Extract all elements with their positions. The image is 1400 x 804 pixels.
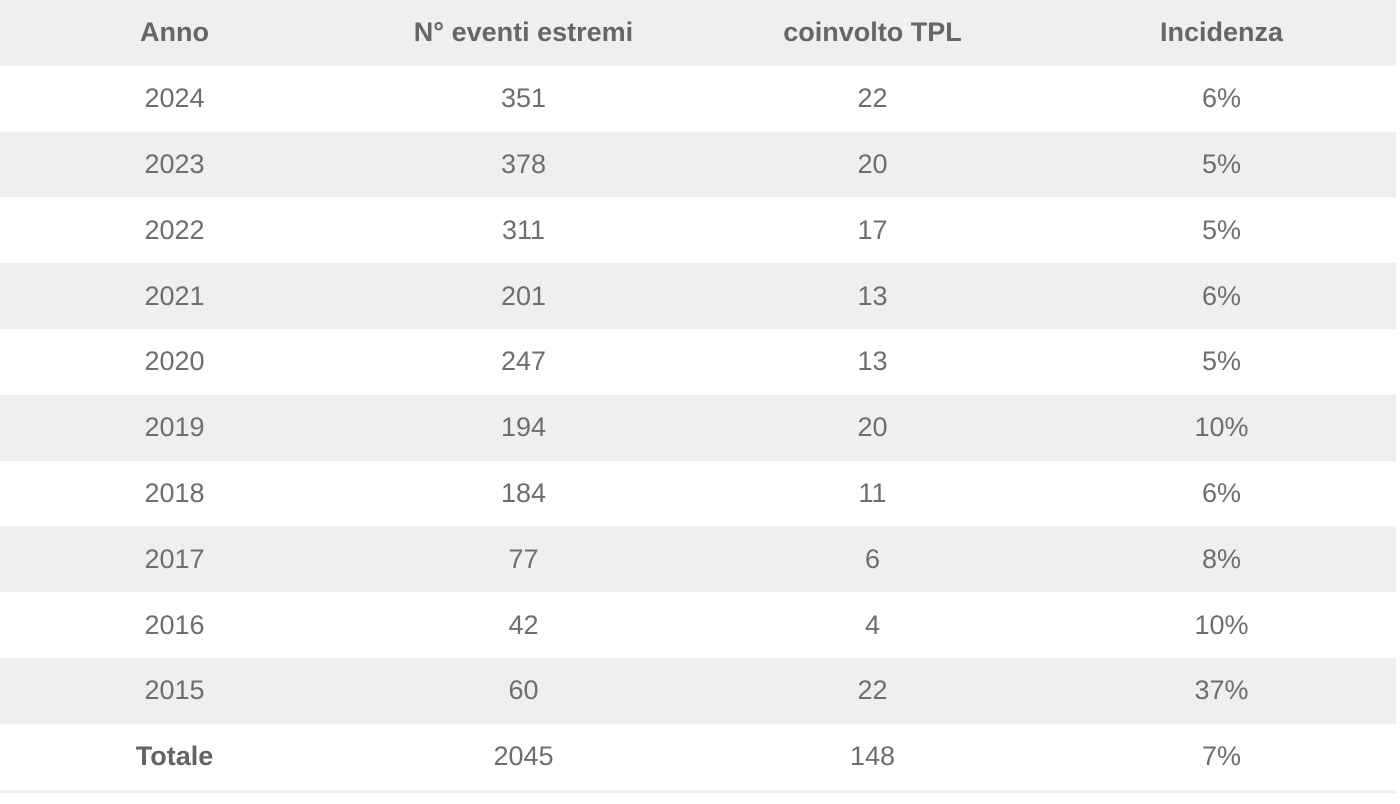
column-header-incidenza: Incidenza [1047,0,1396,66]
tpl-cell: 6 [698,526,1047,593]
incidence-cell: 6% [1047,460,1396,527]
table-row: 2022 311 17 5% [0,197,1396,264]
year-cell: 2024 [0,65,349,132]
events-cell: 77 [349,526,698,593]
table-footer: Totale 2045 148 7% [0,723,1396,790]
table-row: 2020 247 13 5% [0,328,1396,395]
table-body: 2024 351 22 6% 2023 378 20 5% 2022 311 17 5% 2021 201… [0,65,1396,724]
total-tpl-cell: 148 [698,723,1047,790]
events-cell: 311 [349,197,698,264]
events-cell: 184 [349,460,698,527]
events-cell: 194 [349,394,698,461]
extreme-events-table: Anno N° eventi estremi coinvolto TPL Inc… [0,0,1396,790]
table-row: 2017 77 6 8% [0,526,1396,593]
total-events-cell: 2045 [349,723,698,790]
tpl-cell: 11 [698,460,1047,527]
header-row: Anno N° eventi estremi coinvolto TPL Inc… [0,0,1396,66]
tpl-cell: 13 [698,263,1047,329]
events-cell: 201 [349,263,698,329]
events-cell: 378 [349,131,698,198]
table-row: 2021 201 13 6% [0,263,1396,329]
year-cell: 2017 [0,526,349,593]
incidence-cell: 5% [1047,328,1396,395]
tpl-cell: 22 [698,65,1047,132]
total-incidence-cell: 7% [1047,723,1396,790]
year-cell: 2015 [0,657,349,724]
year-cell: 2023 [0,131,349,198]
column-header-coinvolto-tpl: coinvolto TPL [698,0,1047,66]
table-row: 2018 184 11 6% [0,460,1396,527]
tpl-cell: 22 [698,657,1047,724]
events-cell: 60 [349,657,698,724]
year-cell: 2021 [0,263,349,329]
table-row: 2024 351 22 6% [0,65,1396,132]
table-row: 2015 60 22 37% [0,657,1396,724]
table-row: 2019 194 20 10% [0,394,1396,461]
events-cell: 42 [349,592,698,658]
total-label-cell: Totale [0,723,349,790]
incidence-cell: 10% [1047,592,1396,658]
incidence-cell: 37% [1047,657,1396,724]
table-bottom-rule [0,789,1396,793]
year-cell: 2019 [0,394,349,461]
incidence-cell: 5% [1047,197,1396,264]
events-cell: 247 [349,328,698,395]
events-cell: 351 [349,65,698,132]
year-cell: 2016 [0,592,349,658]
table-header: Anno N° eventi estremi coinvolto TPL Inc… [0,0,1396,66]
year-cell: 2022 [0,197,349,264]
tpl-cell: 20 [698,131,1047,198]
tpl-cell: 13 [698,328,1047,395]
year-cell: 2020 [0,328,349,395]
incidence-cell: 10% [1047,394,1396,461]
table-row: 2016 42 4 10% [0,592,1396,658]
year-cell: 2018 [0,460,349,527]
tpl-cell: 20 [698,394,1047,461]
tpl-cell: 17 [698,197,1047,264]
tpl-cell: 4 [698,592,1047,658]
incidence-cell: 6% [1047,65,1396,132]
table-row: 2023 378 20 5% [0,131,1396,198]
incidence-cell: 5% [1047,131,1396,198]
column-header-anno: Anno [0,0,349,66]
total-row: Totale 2045 148 7% [0,723,1396,790]
incidence-cell: 6% [1047,263,1396,329]
incidence-cell: 8% [1047,526,1396,593]
column-header-eventi-estremi: N° eventi estremi [349,0,698,66]
